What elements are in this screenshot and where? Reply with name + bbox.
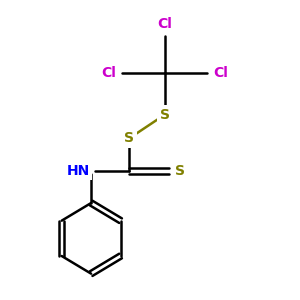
Text: HN: HN (66, 164, 90, 178)
Text: S: S (124, 131, 134, 145)
Text: S: S (175, 164, 185, 178)
Text: Cl: Cl (101, 66, 116, 80)
Text: Cl: Cl (157, 17, 172, 31)
Text: Cl: Cl (213, 66, 228, 80)
Text: S: S (160, 108, 170, 122)
